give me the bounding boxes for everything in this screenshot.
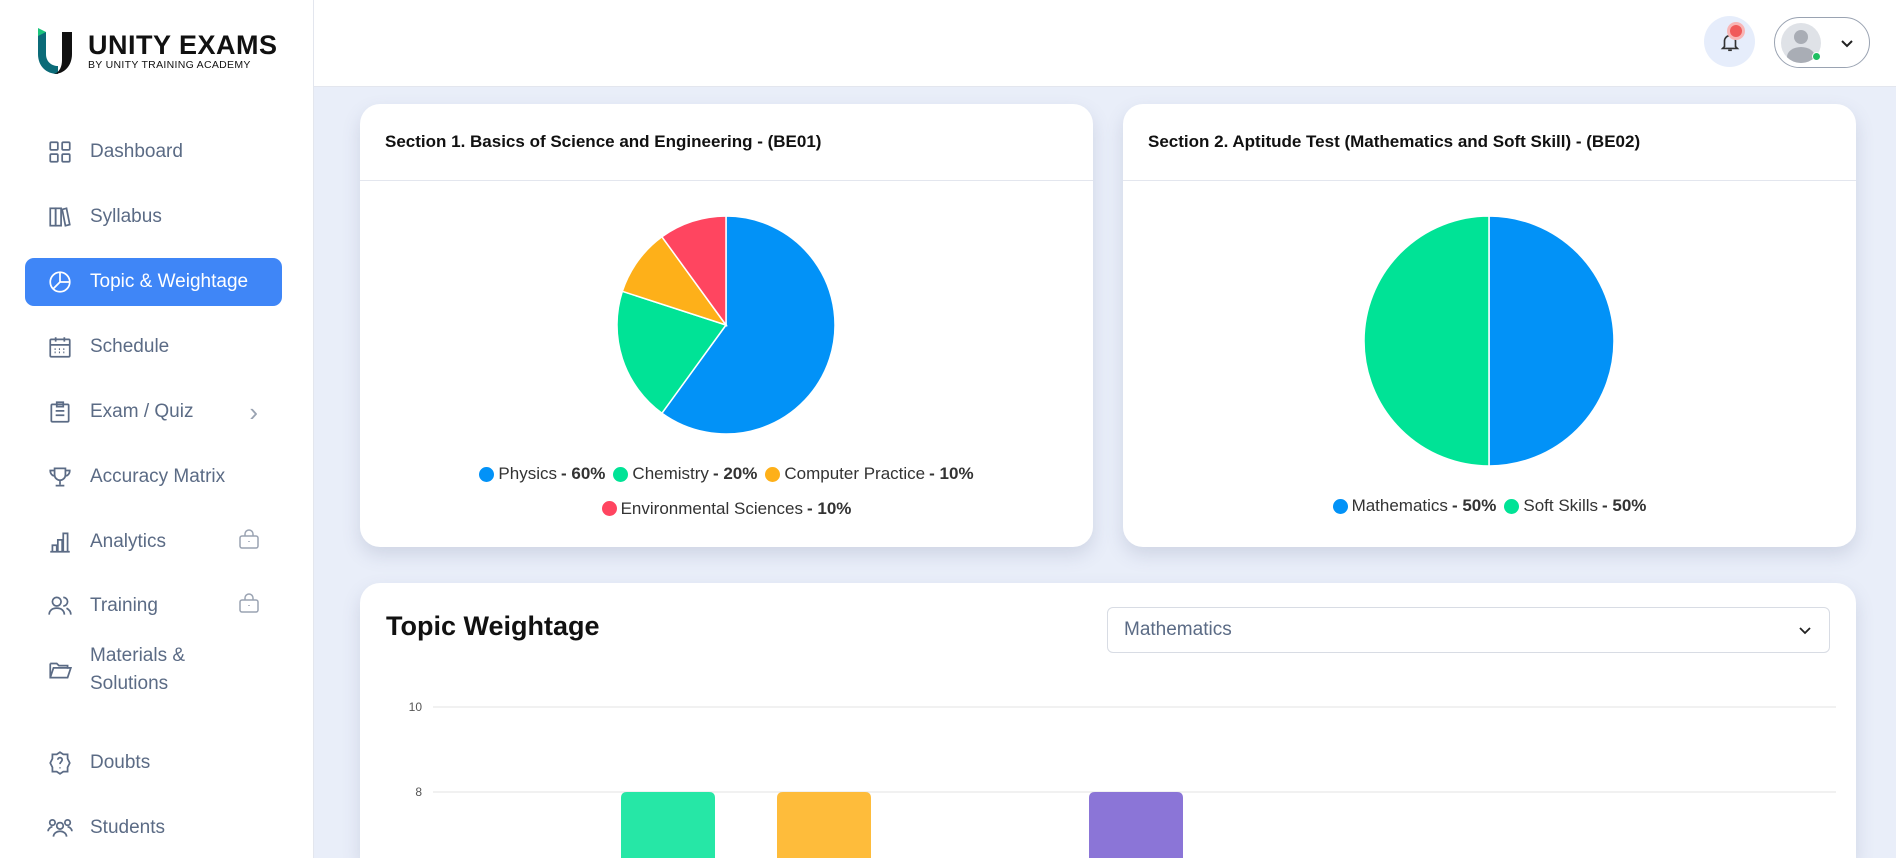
bar-chart-icon xyxy=(47,529,73,555)
legend-item[interactable]: Soft Skills - 50% xyxy=(1504,490,1646,522)
trophy-icon xyxy=(47,464,73,490)
topic-weightage-bar-chart: 10 8 xyxy=(409,700,1836,858)
logo[interactable]: UNITY EXAMS BY UNITY TRAINING ACADEMY xyxy=(36,28,278,74)
section1-title: Section 1. Basics of Science and Enginee… xyxy=(360,104,1093,181)
legend-label: Computer Practice xyxy=(784,464,926,483)
legend-value: 20% xyxy=(723,464,758,483)
section2-card: Section 2. Aptitude Test (Mathematics an… xyxy=(1123,104,1856,547)
grid-icon xyxy=(47,139,73,165)
legend-value: 60% xyxy=(571,464,606,483)
chevron-right-icon: › xyxy=(249,396,258,427)
sidebar-item-label: Exam / Quiz xyxy=(90,401,194,422)
brand-name: UNITY EXAMS xyxy=(88,30,278,60)
legend-item[interactable]: Physics - 60% xyxy=(479,458,605,490)
legend-marker xyxy=(765,466,781,482)
section2-pie-chart xyxy=(1363,215,1615,467)
legend-marker xyxy=(601,501,617,516)
legend-value: 10% xyxy=(817,498,852,518)
brand-tagline: BY UNITY TRAINING ACADEMY xyxy=(88,59,251,71)
sidebar-item-label: Syllabus xyxy=(90,206,162,227)
top-header xyxy=(314,0,1896,87)
sidebar-item-label: Dashboard xyxy=(90,141,183,162)
pie-slice-physics[interactable] xyxy=(660,215,836,435)
sidebar-item-label: Topic & Weightage xyxy=(90,271,249,292)
sidebar-item-exam-quiz[interactable]: Exam / Quiz › xyxy=(25,388,282,436)
sidebar-item-materials-solutions[interactable]: Materials & Solutions xyxy=(25,640,282,700)
section1-legend: Physics - 60% Chemistry - 20% Computer Pract… xyxy=(360,458,1093,527)
section2-legend: Mathematics - 50% Soft Skills - 50% xyxy=(1123,490,1856,525)
subject-select[interactable]: Mathematics xyxy=(1107,607,1830,653)
clipboard-icon xyxy=(47,399,73,425)
chevron-down-icon xyxy=(1799,627,1811,635)
sidebar-item-label: Students xyxy=(90,817,165,838)
notification-dot xyxy=(1730,25,1742,37)
sidebar-item-training[interactable]: Training xyxy=(25,582,282,630)
section1-card: Section 1. Basics of Science and Enginee… xyxy=(360,104,1093,547)
sidebar: UNITY EXAMS BY UNITY TRAINING ACADEMY Da… xyxy=(0,0,314,858)
legend-label: Mathematics xyxy=(1351,496,1448,515)
legend-marker xyxy=(479,466,495,482)
users-icon xyxy=(47,593,73,619)
y-tick-label: 8 xyxy=(415,785,422,799)
avatar xyxy=(1781,22,1821,63)
section1-pie-chart xyxy=(616,215,836,435)
topic-weightage-title: Topic Weightage xyxy=(386,611,600,641)
unity-logo-icon xyxy=(38,28,72,74)
sidebar-item-syllabus[interactable]: Syllabus xyxy=(25,193,282,241)
sidebar-item-dashboard[interactable]: Dashboard xyxy=(25,128,282,176)
sidebar-item-students[interactable]: Students xyxy=(25,804,282,852)
legend-marker xyxy=(1504,498,1520,514)
legend-label: Chemistry xyxy=(632,464,709,483)
online-status-dot xyxy=(1812,52,1821,61)
pie-chart-icon xyxy=(47,269,73,295)
topic-weightage-card: Topic Weightage Mathematics 10 8 xyxy=(360,583,1856,858)
bar[interactable] xyxy=(777,792,871,858)
question-badge-icon xyxy=(47,750,73,776)
lock-icon xyxy=(238,529,260,555)
lock-icon xyxy=(238,593,260,619)
legend-label: Environmental Sciences xyxy=(620,498,803,518)
bar[interactable] xyxy=(621,792,715,858)
calendar-icon xyxy=(47,334,73,360)
books-icon xyxy=(47,204,73,230)
legend-item[interactable]: Computer Practice - 10% xyxy=(765,458,974,490)
chevron-down-icon xyxy=(1841,39,1853,47)
y-tick-label: 10 xyxy=(409,700,423,714)
legend-item[interactable]: Environmental Sciences - 10% xyxy=(601,493,852,525)
legend-label: Physics xyxy=(498,464,557,483)
sidebar-item-label: Doubts xyxy=(90,752,151,773)
pie-slice-mathematics[interactable] xyxy=(1488,215,1615,467)
subject-select-value: Mathematics xyxy=(1124,619,1232,640)
legend-item[interactable]: Chemistry - 20% xyxy=(613,458,757,490)
legend-item[interactable]: Mathematics - 50% xyxy=(1332,490,1497,522)
folder-icon xyxy=(47,657,73,683)
bar[interactable] xyxy=(1089,792,1183,858)
notifications-button[interactable] xyxy=(1704,16,1755,67)
sidebar-item-label: Schedule xyxy=(90,336,170,357)
profile-menu-button[interactable] xyxy=(1774,17,1870,68)
legend-value: 50% xyxy=(1612,496,1647,515)
sidebar-item-label: Materials & Solutions xyxy=(90,645,186,694)
legend-marker xyxy=(1332,498,1348,514)
sidebar-item-doubts[interactable]: Doubts xyxy=(25,739,282,787)
pie-slice-environmental-sciences[interactable] xyxy=(660,215,727,328)
legend-label: Soft Skills xyxy=(1523,496,1598,515)
sidebar-item-accuracy-matrix[interactable]: Accuracy Matrix xyxy=(25,453,282,501)
legend-value: 10% xyxy=(939,464,974,483)
sidebar-item-topic-weightage[interactable]: Topic & Weightage xyxy=(25,258,282,306)
legend-value: 50% xyxy=(1462,496,1497,515)
pie-slice-chemistry[interactable] xyxy=(616,290,728,415)
students-icon xyxy=(47,815,73,841)
sidebar-item-label: Analytics xyxy=(90,531,167,552)
legend-marker xyxy=(613,466,629,482)
sidebar-item-analytics[interactable]: Analytics xyxy=(25,518,282,566)
section2-title: Section 2. Aptitude Test (Mathematics an… xyxy=(1123,104,1856,181)
sidebar-item-label: Accuracy Matrix xyxy=(90,466,226,487)
pie-slice-soft-skills[interactable] xyxy=(1363,215,1490,467)
sidebar-item-schedule[interactable]: Schedule xyxy=(25,323,282,371)
sidebar-item-label: Training xyxy=(90,595,158,616)
